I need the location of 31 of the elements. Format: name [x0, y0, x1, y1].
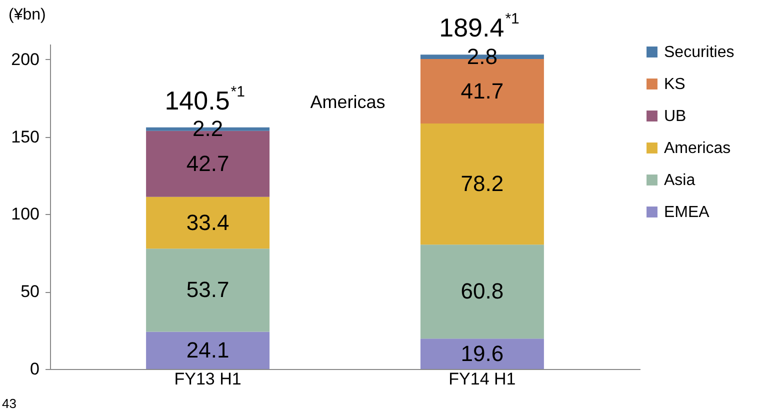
x-tick-label: FY14 H1	[448, 370, 516, 388]
bar	[420, 124, 544, 245]
annotation: Americas	[310, 92, 386, 112]
data-label: 60.8	[460, 278, 504, 304]
y-tick-label: 150	[11, 127, 40, 146]
data-label: 33.4	[186, 210, 230, 235]
data-label: 24.1	[186, 337, 230, 362]
legend-label: Securities	[664, 44, 734, 61]
y-tick-label: 100	[11, 204, 40, 224]
legend-label: EMEA	[664, 204, 710, 221]
legend-label: UB	[664, 108, 686, 125]
data-label: 41.7	[460, 78, 504, 104]
data-label: 53.7	[186, 277, 230, 302]
y-tick-label: 0	[30, 360, 40, 378]
legend-label: KS	[664, 76, 686, 93]
y-tick-label: 200	[11, 50, 40, 69]
bar	[420, 244, 544, 339]
data-label: 42.7	[186, 150, 230, 176]
y-axis-title: (¥bn)	[8, 6, 46, 24]
legend-label: Asia	[664, 172, 696, 189]
bar	[420, 338, 544, 369]
bar	[146, 196, 270, 249]
data-label: 19.6	[460, 340, 504, 366]
data-label: 78.2	[460, 171, 504, 196]
bar	[146, 332, 270, 369]
data-label: 2.8	[466, 44, 498, 69]
legend-label: Americas	[664, 140, 731, 157]
y-tick-label: 50	[20, 282, 40, 302]
text: 43	[2, 396, 16, 411]
x-tick-label: FY13 H1	[174, 370, 242, 388]
bar	[146, 248, 270, 332]
